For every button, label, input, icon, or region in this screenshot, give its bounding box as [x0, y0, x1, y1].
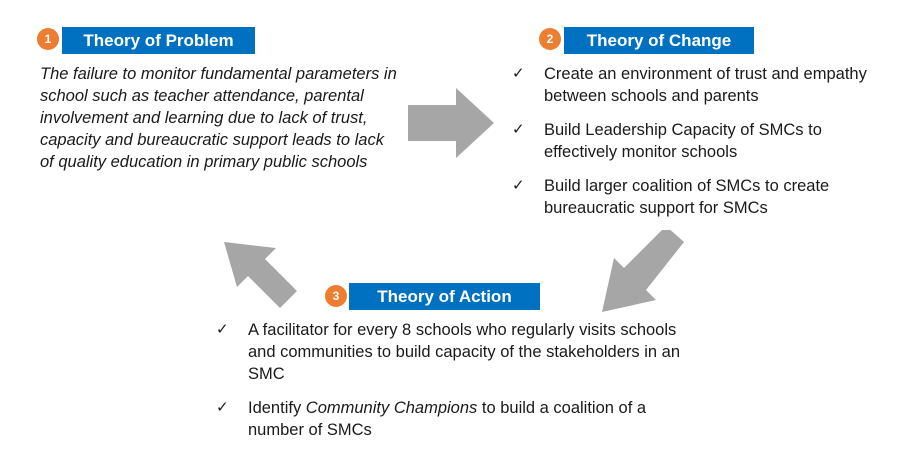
check-icon: ✓ [512, 65, 525, 82]
problem-number-badge: 1 [37, 28, 59, 50]
change-number-badge: 2 [539, 28, 561, 50]
check-icon: ✓ [216, 321, 229, 338]
problem-title: Theory of Problem [62, 27, 255, 54]
action-item: ✓ Identify Community Champions to build a… [216, 399, 647, 439]
community-champions-emphasis: Community Champions [305, 399, 478, 417]
check-icon: ✓ [512, 121, 525, 138]
problem-statement: The failure to monitor fundamental param… [40, 65, 397, 171]
change-item: ✓ Build larger coalition of SMCs to creat… [512, 177, 830, 217]
change-list: ✓ Create an environment of trust and empa… [512, 63, 892, 231]
arrow-right-icon [408, 88, 494, 158]
change-item: ✓ Build Leadership Capacity of SMCs to ef… [512, 121, 822, 161]
arrow-down-left-icon [602, 230, 684, 312]
action-item: ✓ A facilitator for every 8 schools who r… [216, 321, 680, 383]
action-title: Theory of Action [349, 283, 540, 310]
action-number-badge: 3 [325, 285, 347, 307]
change-item: ✓ Create an environment of trust and empa… [512, 65, 867, 105]
action-list: ✓ A facilitator for every 8 schools who r… [216, 319, 686, 453]
change-title: Theory of Change [564, 27, 754, 54]
check-icon: ✓ [512, 177, 525, 194]
arrow-up-left-icon [224, 242, 297, 308]
check-icon: ✓ [216, 399, 229, 416]
